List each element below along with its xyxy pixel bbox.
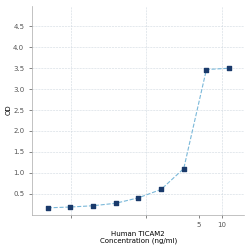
Point (182, 166, 186, 170)
Point (46, 206, 50, 210)
Y-axis label: OD: OD (6, 105, 12, 115)
Point (91, 204, 95, 208)
Point (227, 66, 231, 70)
Point (159, 188, 163, 192)
Point (68, 205, 72, 209)
X-axis label: Human TICAM2
Concentration (ng/ml): Human TICAM2 Concentration (ng/ml) (100, 231, 177, 244)
Point (136, 196, 140, 200)
Point (114, 201, 118, 205)
Point (204, 68, 208, 71)
